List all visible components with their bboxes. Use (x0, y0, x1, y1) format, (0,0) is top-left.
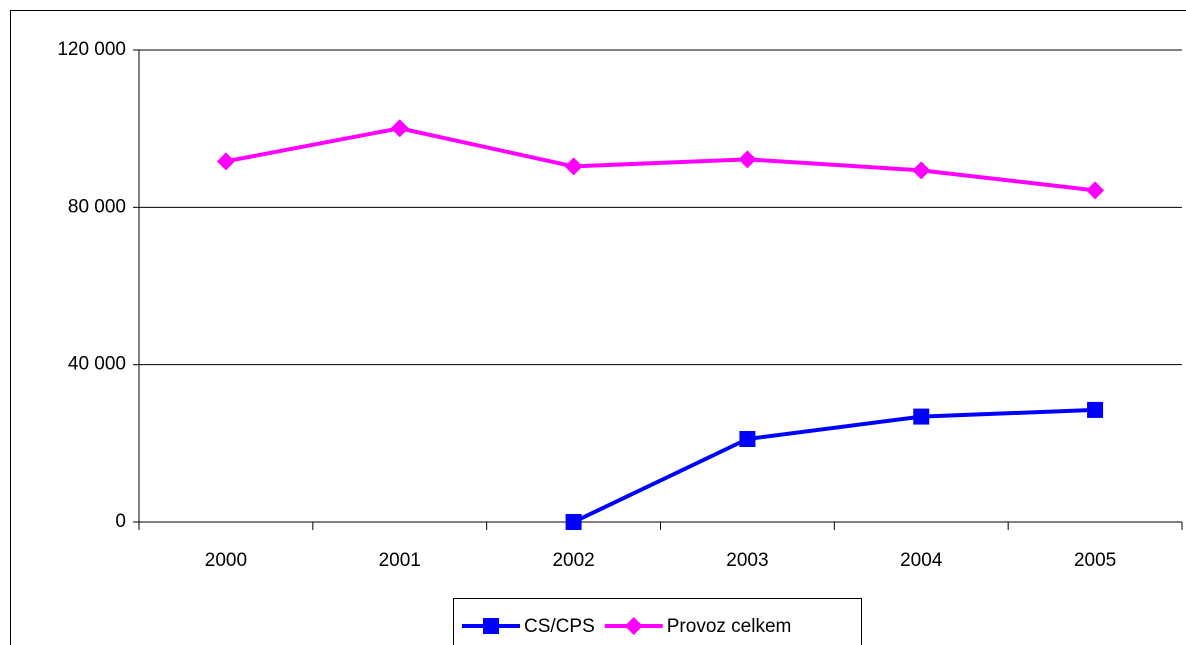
x-tick-label: 2003 (726, 550, 768, 571)
legend-marker (483, 618, 499, 634)
series-line (225, 126, 1096, 193)
y-tick-label: 120 000 (57, 39, 126, 60)
chart-frame (10, 10, 1186, 645)
data-point (1087, 401, 1104, 418)
data-point (913, 408, 930, 425)
y-tick-label: 40 000 (68, 354, 126, 375)
x-tick-label: 2004 (900, 550, 943, 571)
data-point (1086, 181, 1105, 200)
legend-label: CS/CPS (524, 616, 595, 637)
y-tick-label: 80 000 (68, 196, 126, 217)
data-point (564, 157, 583, 176)
x-tick-label: 2002 (552, 550, 594, 571)
legend-marker (624, 617, 643, 635)
x-tick-label: 2000 (205, 550, 247, 571)
data-point (565, 514, 582, 530)
data-point (738, 150, 757, 169)
data-point (739, 431, 756, 448)
data-point (390, 119, 409, 138)
x-tick-label: 2005 (1074, 550, 1116, 571)
x-tick-label: 2001 (379, 550, 421, 571)
data-point (216, 152, 235, 171)
legend: CS/CPS Provoz celkem (453, 598, 862, 645)
legend-label: Provoz celkem (667, 616, 792, 637)
data-point (912, 161, 931, 180)
y-tick-label: 0 (115, 511, 126, 532)
series-line (572, 407, 1096, 524)
legend-box (453, 598, 862, 645)
